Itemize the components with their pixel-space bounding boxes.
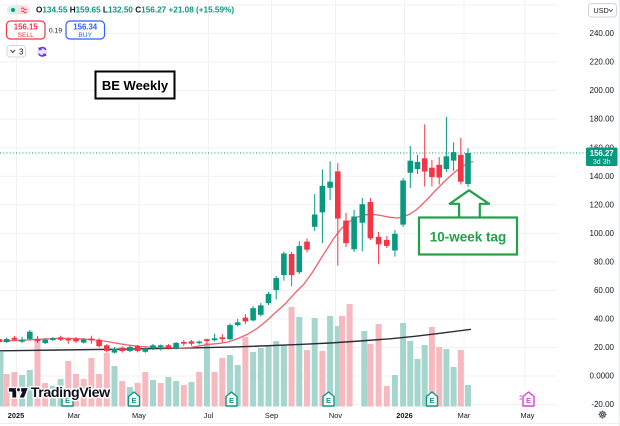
svg-text:120.00: 120.00 xyxy=(590,200,615,209)
svg-text:0.0000: 0.0000 xyxy=(590,372,615,381)
svg-text:220.00: 220.00 xyxy=(590,58,615,67)
svg-text:3d 3h: 3d 3h xyxy=(593,157,611,166)
svg-text:140.00: 140.00 xyxy=(590,172,615,181)
svg-text:E: E xyxy=(526,396,531,405)
svg-text:180.00: 180.00 xyxy=(590,115,615,124)
svg-text:Jul: Jul xyxy=(204,411,214,420)
svg-text:USD: USD xyxy=(594,6,609,15)
svg-text:Mar: Mar xyxy=(458,411,471,420)
svg-text:100.00: 100.00 xyxy=(590,229,615,238)
svg-text:2026: 2026 xyxy=(396,411,412,420)
svg-text:O134.55 H159.65 L132.50 C156.2: O134.55 H159.65 L132.50 C156.27 +21.08 (… xyxy=(36,5,234,14)
svg-text:SELL: SELL xyxy=(18,32,34,39)
svg-text:240.00: 240.00 xyxy=(590,29,615,38)
svg-text:80.00: 80.00 xyxy=(594,258,615,267)
svg-text:156.27: 156.27 xyxy=(590,149,614,158)
svg-text:TradingView: TradingView xyxy=(31,385,111,401)
svg-text:BUY: BUY xyxy=(78,32,92,39)
svg-text:3: 3 xyxy=(19,48,24,57)
svg-text:156.34: 156.34 xyxy=(73,23,98,32)
svg-text:E: E xyxy=(65,396,70,405)
svg-text:40.00: 40.00 xyxy=(594,315,615,324)
svg-text:E: E xyxy=(429,396,434,405)
svg-text:Nov: Nov xyxy=(329,411,342,420)
svg-text:10-week tag: 10-week tag xyxy=(430,230,507,245)
svg-text:BE Weekly: BE Weekly xyxy=(102,78,169,93)
svg-text:20.00: 20.00 xyxy=(594,343,615,352)
svg-text:E: E xyxy=(326,396,331,405)
svg-text:E: E xyxy=(131,396,136,405)
svg-text:60.00: 60.00 xyxy=(594,286,615,295)
svg-text:2025: 2025 xyxy=(8,411,24,420)
svg-text:-20.00: -20.00 xyxy=(591,400,614,409)
svg-text:Sep: Sep xyxy=(265,411,278,420)
svg-text:0.19: 0.19 xyxy=(49,28,62,35)
svg-text:Mar: Mar xyxy=(68,411,81,420)
svg-text:200.00: 200.00 xyxy=(590,86,615,95)
svg-text:May: May xyxy=(132,411,146,420)
svg-text:May: May xyxy=(521,411,535,420)
svg-text:156.15: 156.15 xyxy=(14,23,39,32)
svg-text:E: E xyxy=(229,396,234,405)
